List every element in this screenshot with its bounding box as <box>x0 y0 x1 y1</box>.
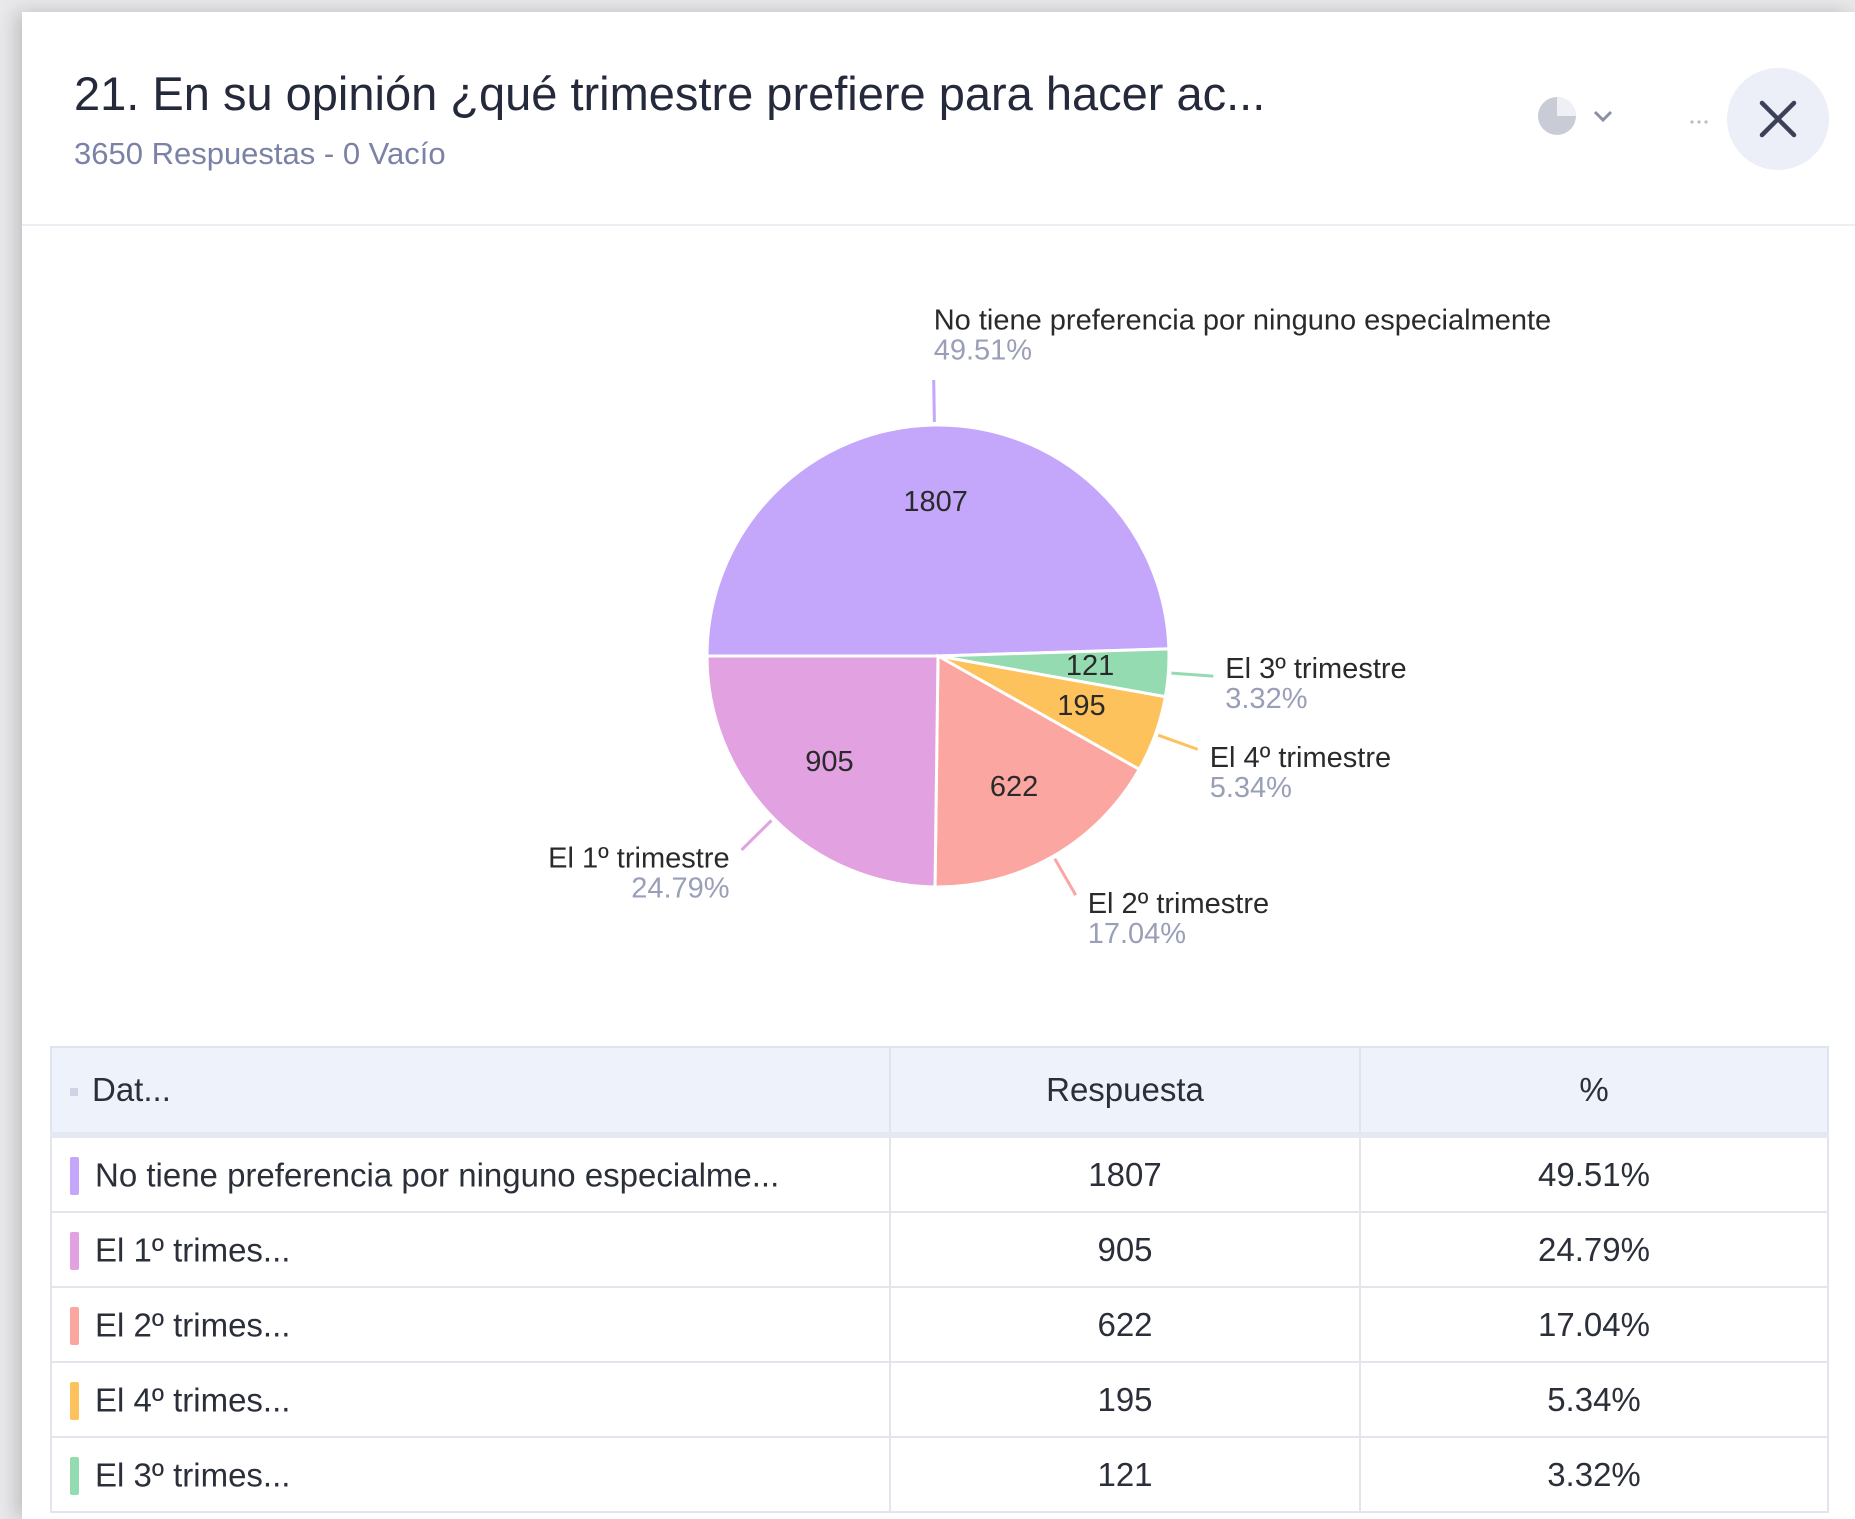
slice-value: 622 <box>990 771 1038 803</box>
slice-value: 195 <box>1057 690 1105 722</box>
table-row: El 3º trimes... 121 3.32% <box>50 1436 1829 1513</box>
pie-icon-slice <box>1557 97 1576 116</box>
row-count: 195 <box>889 1361 1361 1438</box>
color-swatch <box>70 1456 79 1495</box>
card: 21. En su opinión ¿qué trimestre prefier… <box>22 12 1855 1519</box>
row-label: El 4º trimes... <box>95 1381 291 1419</box>
table-row: El 2º trimes... 622 17.04% <box>50 1286 1829 1363</box>
slice-value: 905 <box>805 746 853 778</box>
row-label-cell: El 3º trimes... <box>50 1436 891 1513</box>
row-count: 1807 <box>889 1134 1361 1213</box>
title: 21. En su opinión ¿qué trimestre prefier… <box>74 67 1266 120</box>
slice-percent: 3.32% <box>1225 683 1307 715</box>
slice-label: El 4º trimestre <box>1210 742 1391 774</box>
row-percent: 24.79% <box>1359 1211 1829 1288</box>
row-label-cell: No tiene preferencia por ninguno especia… <box>50 1134 891 1213</box>
header: 21. En su opinión ¿qué trimestre prefier… <box>22 12 1855 226</box>
table-row: El 4º trimes... 195 5.34% <box>50 1361 1829 1438</box>
subtitle: 3650 Respuestas - 0 Vacío <box>74 136 446 171</box>
callout-line <box>1053 858 1078 896</box>
chevron <box>1593 110 1613 123</box>
slice-percent: 24.79% <box>631 873 729 905</box>
callout-line <box>932 380 936 423</box>
table-row: El 1º trimes... 905 24.79% <box>50 1211 1829 1288</box>
callout-line <box>1157 733 1199 751</box>
pie-slice <box>933 653 1142 889</box>
pie-slice <box>705 654 940 889</box>
row-count: 121 <box>889 1436 1361 1513</box>
slice-value: 1807 <box>903 486 968 518</box>
column-header: Dat... <box>50 1046 891 1138</box>
color-swatch <box>70 1231 79 1270</box>
row-label: No tiene preferencia por ninguno especia… <box>95 1156 780 1194</box>
close-button[interactable] <box>1726 67 1830 171</box>
column-header-text: % <box>1579 1071 1609 1108</box>
sort-dot <box>70 1088 78 1097</box>
color-swatch <box>70 1381 79 1420</box>
callout-line <box>740 819 773 851</box>
row-label: El 3º trimes... <box>95 1456 291 1494</box>
row-percent: 17.04% <box>1359 1286 1829 1363</box>
column-header: Respuesta <box>889 1046 1361 1138</box>
row-label-cell: El 1º trimes... <box>50 1211 891 1288</box>
row-label: El 2º trimes... <box>95 1306 291 1344</box>
callout-line <box>1171 671 1214 678</box>
column-header-text: Respuesta <box>1046 1071 1204 1108</box>
slice-percent: 17.04% <box>1088 918 1186 950</box>
pie-slice <box>705 423 1171 658</box>
slice-label: El 2º trimestre <box>1088 888 1269 920</box>
chart-type-button[interactable] <box>1537 94 1637 144</box>
slice-percent: 5.34% <box>1210 772 1292 804</box>
row-percent: 3.32% <box>1359 1436 1829 1513</box>
row-percent: 5.34% <box>1359 1361 1829 1438</box>
row-count: 905 <box>889 1211 1361 1288</box>
slice-value: 121 <box>1066 650 1114 682</box>
row-label-cell: El 2º trimes... <box>50 1286 891 1363</box>
row-label: El 1º trimes... <box>95 1231 291 1269</box>
slice-label: El 3º trimestre <box>1225 653 1406 685</box>
row-percent: 49.51% <box>1359 1134 1829 1213</box>
slice-percent: 49.51% <box>934 335 1032 367</box>
row-label-cell: El 4º trimes... <box>50 1361 891 1438</box>
column-header-text: Dat... <box>92 1071 171 1108</box>
chart: 1807 No tiene preferencia por ninguno esp… <box>548 305 1551 950</box>
color-swatch <box>70 1306 79 1345</box>
slice-label: No tiene preferencia por ninguno especia… <box>934 305 1551 337</box>
color-swatch <box>70 1156 79 1195</box>
column-header: % <box>1359 1046 1829 1138</box>
slice-label: El 1º trimestre <box>548 843 729 875</box>
data-table: Dat... Respuesta% No tiene preferencia por… <box>50 1046 1829 1513</box>
table-row: No tiene preferencia por ninguno especia… <box>50 1134 1829 1213</box>
row-count: 622 <box>889 1286 1361 1363</box>
table-header: Dat... Respuesta% <box>50 1046 1829 1138</box>
more-button[interactable] <box>1682 112 1722 132</box>
